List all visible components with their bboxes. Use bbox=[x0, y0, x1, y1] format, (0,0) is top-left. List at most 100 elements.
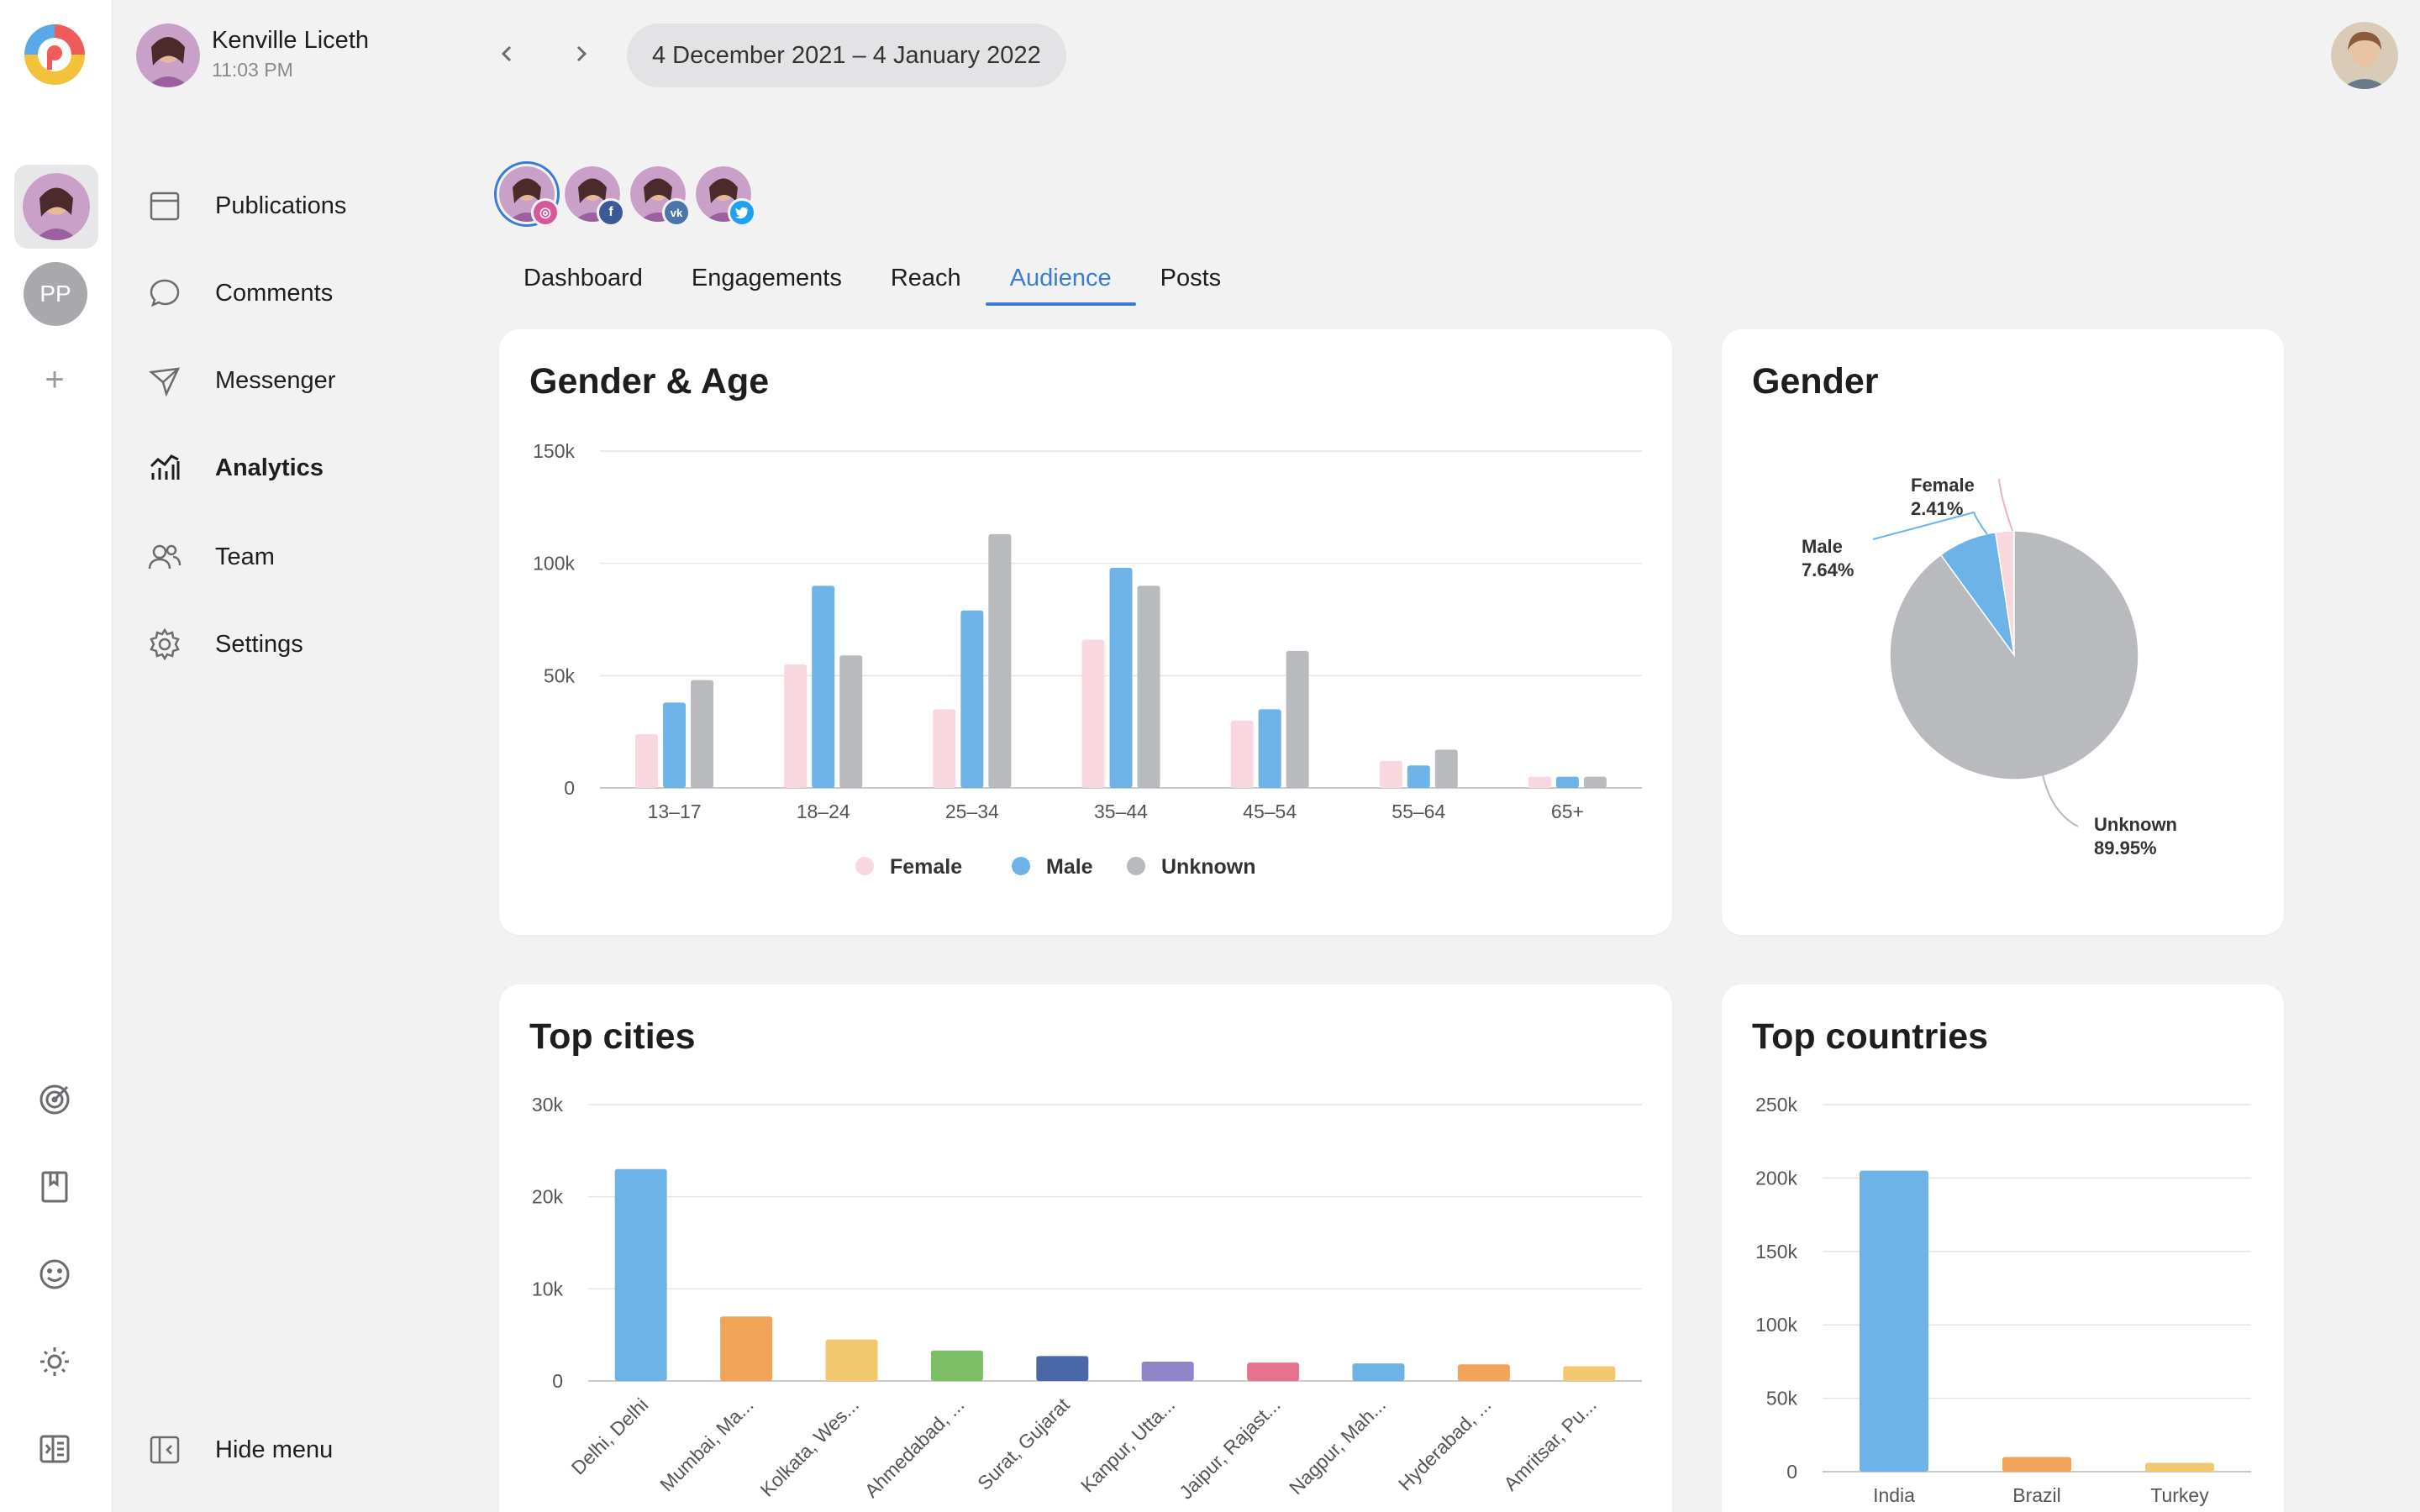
bar-unknown-35-44 bbox=[1137, 585, 1160, 788]
account-avatar bbox=[23, 173, 90, 240]
y-tick-label: 10k bbox=[532, 1278, 564, 1299]
bar-unknown-18-24 bbox=[839, 655, 863, 788]
y-tick-label: 0 bbox=[552, 1370, 563, 1392]
x-tick-label: Hyderabad, ... bbox=[1394, 1394, 1496, 1495]
y-tick-label: 200k bbox=[1755, 1167, 1797, 1189]
twitter-icon bbox=[728, 198, 756, 227]
tab-engagements[interactable]: Engagements bbox=[691, 264, 842, 291]
pie-percent-male: 7.64% bbox=[1802, 559, 1854, 580]
left-rail: PP + bbox=[0, 0, 113, 1512]
profile-facebook[interactable]: f bbox=[560, 161, 625, 227]
y-tick-label: 0 bbox=[1786, 1461, 1797, 1483]
menu-item-label: Settings bbox=[215, 630, 303, 658]
menu-item-messenger[interactable]: Messenger bbox=[146, 355, 449, 406]
bar-female-35-44 bbox=[1081, 639, 1105, 788]
bar-male-18-24 bbox=[812, 585, 835, 788]
panel-toggle-icon[interactable] bbox=[35, 1430, 74, 1468]
bar-female-65 bbox=[1528, 776, 1551, 788]
y-tick-label: 50k bbox=[1766, 1388, 1798, 1410]
bar-female-25-34 bbox=[933, 709, 956, 788]
target-icon[interactable] bbox=[35, 1080, 74, 1119]
tab-audience[interactable]: Audience bbox=[985, 250, 1136, 306]
bar-unknown-55-64 bbox=[1434, 749, 1458, 788]
smiley-icon[interactable] bbox=[35, 1255, 74, 1294]
menu-item-publications[interactable]: Publications bbox=[146, 181, 449, 231]
tab-reach[interactable]: Reach bbox=[890, 264, 961, 291]
bar-female-45-54 bbox=[1230, 720, 1254, 788]
x-tick-label: Surat, Gujarat bbox=[973, 1394, 1074, 1494]
top-countries-chart: 0 50k 100k 150k 200k 250k India Brazil Turkey bbox=[1755, 1094, 2251, 1506]
x-tick-label: Ahmedabad, ... bbox=[860, 1394, 969, 1502]
current-user-avatar[interactable] bbox=[2331, 22, 2398, 89]
legend-label-unknown: Unknown bbox=[1161, 855, 1256, 879]
account-switcher-active[interactable] bbox=[14, 165, 98, 249]
vk-icon: vk bbox=[662, 198, 691, 227]
x-tick-label: 25–34 bbox=[945, 801, 999, 822]
x-tick-label: Jaipur, Rajast... bbox=[1175, 1394, 1284, 1503]
pie-leader-line bbox=[2042, 774, 2079, 827]
y-tick-label: 0 bbox=[564, 777, 575, 799]
date-range-picker[interactable]: 4 December 2021 – 4 January 2022 bbox=[627, 24, 1066, 87]
top-cities-card: Top cities 0 10k 20k 30k Delhi, Delhi Mumbai,… bbox=[499, 984, 1672, 1512]
hide-menu-button[interactable]: Hide menu bbox=[146, 1425, 449, 1475]
sun-icon[interactable] bbox=[35, 1342, 74, 1381]
bar-male-35-44 bbox=[1109, 568, 1133, 788]
next-period-button[interactable] bbox=[565, 37, 598, 71]
pie-label-unknown: Unknown bbox=[2094, 814, 2177, 835]
legend-label-male: Male bbox=[1046, 855, 1093, 879]
y-tick-label: 150k bbox=[1755, 1241, 1797, 1263]
bar-jaipur-rajast bbox=[1247, 1362, 1300, 1381]
menu-item-settings[interactable]: Settings bbox=[146, 619, 449, 669]
y-tick-label: 30k bbox=[532, 1094, 564, 1116]
x-tick-label: Turkey bbox=[2150, 1484, 2209, 1506]
app-logo[interactable] bbox=[22, 22, 87, 87]
bar-female-18-24 bbox=[784, 664, 808, 788]
user-name: Kenville Liceth bbox=[212, 27, 369, 54]
instagram-icon: ◎ bbox=[531, 198, 560, 227]
menu-item-team[interactable]: Team bbox=[146, 532, 449, 582]
menu-item-analytics[interactable]: Analytics bbox=[146, 443, 449, 493]
y-tick-label: 150k bbox=[533, 440, 575, 462]
legend-swatch-female bbox=[855, 857, 874, 875]
x-tick-label: 35–44 bbox=[1094, 801, 1148, 822]
legend-swatch-unknown bbox=[1127, 857, 1145, 875]
y-tick-label: 100k bbox=[1755, 1314, 1797, 1336]
card-title: Top countries bbox=[1752, 1016, 1989, 1057]
gender-card: Gender Female 2.41% Male 7.64% Unknown 89.95% bbox=[1722, 329, 2284, 935]
x-tick-label: Nagpur, Mah... bbox=[1285, 1394, 1390, 1499]
x-tick-label: Kolkata, Wes... bbox=[756, 1394, 863, 1500]
bar-male-13-17 bbox=[663, 702, 687, 788]
bar-male-55-64 bbox=[1407, 765, 1430, 788]
account-switcher-pp[interactable]: PP bbox=[24, 262, 87, 326]
pie-label-female: Female bbox=[1911, 475, 1975, 496]
pie-percent-unknown: 89.95% bbox=[2094, 837, 2157, 858]
menu-item-comments[interactable]: Comments bbox=[146, 268, 449, 318]
calendar-icon bbox=[150, 192, 180, 221]
x-tick-label: 65+ bbox=[1551, 801, 1584, 822]
add-account-button[interactable]: + bbox=[45, 361, 65, 398]
top-countries-card: Top countries 0 50k 100k 150k 200k 250k India B… bbox=[1722, 984, 2284, 1512]
bar-female-55-64 bbox=[1379, 760, 1402, 788]
previous-period-button[interactable] bbox=[490, 37, 523, 71]
paper-plane-icon bbox=[149, 367, 181, 397]
profile-vk[interactable]: vk bbox=[625, 161, 691, 227]
user-local-time: 11:03 PM bbox=[212, 59, 293, 81]
hide-menu-label: Hide menu bbox=[215, 1436, 334, 1463]
card-title: Gender bbox=[1752, 361, 1879, 402]
menu-item-label: Team bbox=[215, 543, 275, 570]
bar-kolkata-wes bbox=[825, 1339, 878, 1381]
profile-instagram[interactable]: ◎ bbox=[494, 161, 560, 227]
user-avatar[interactable] bbox=[136, 24, 200, 87]
bookmark-book-icon[interactable] bbox=[35, 1168, 74, 1206]
gear-icon bbox=[150, 627, 180, 661]
x-tick-label: Kanpur, Utta... bbox=[1076, 1394, 1179, 1496]
tab-dashboard[interactable]: Dashboard bbox=[523, 264, 643, 291]
profile-twitter[interactable] bbox=[691, 161, 756, 227]
x-tick-label: India bbox=[1873, 1484, 1915, 1506]
tab-posts[interactable]: Posts bbox=[1160, 264, 1222, 291]
bar-male-25-34 bbox=[960, 610, 984, 788]
menu-item-label: Messenger bbox=[215, 366, 336, 394]
bar-ahmedabad bbox=[930, 1350, 983, 1381]
bar-mumbai-ma bbox=[720, 1316, 773, 1381]
bar-unknown-13-17 bbox=[691, 680, 714, 788]
